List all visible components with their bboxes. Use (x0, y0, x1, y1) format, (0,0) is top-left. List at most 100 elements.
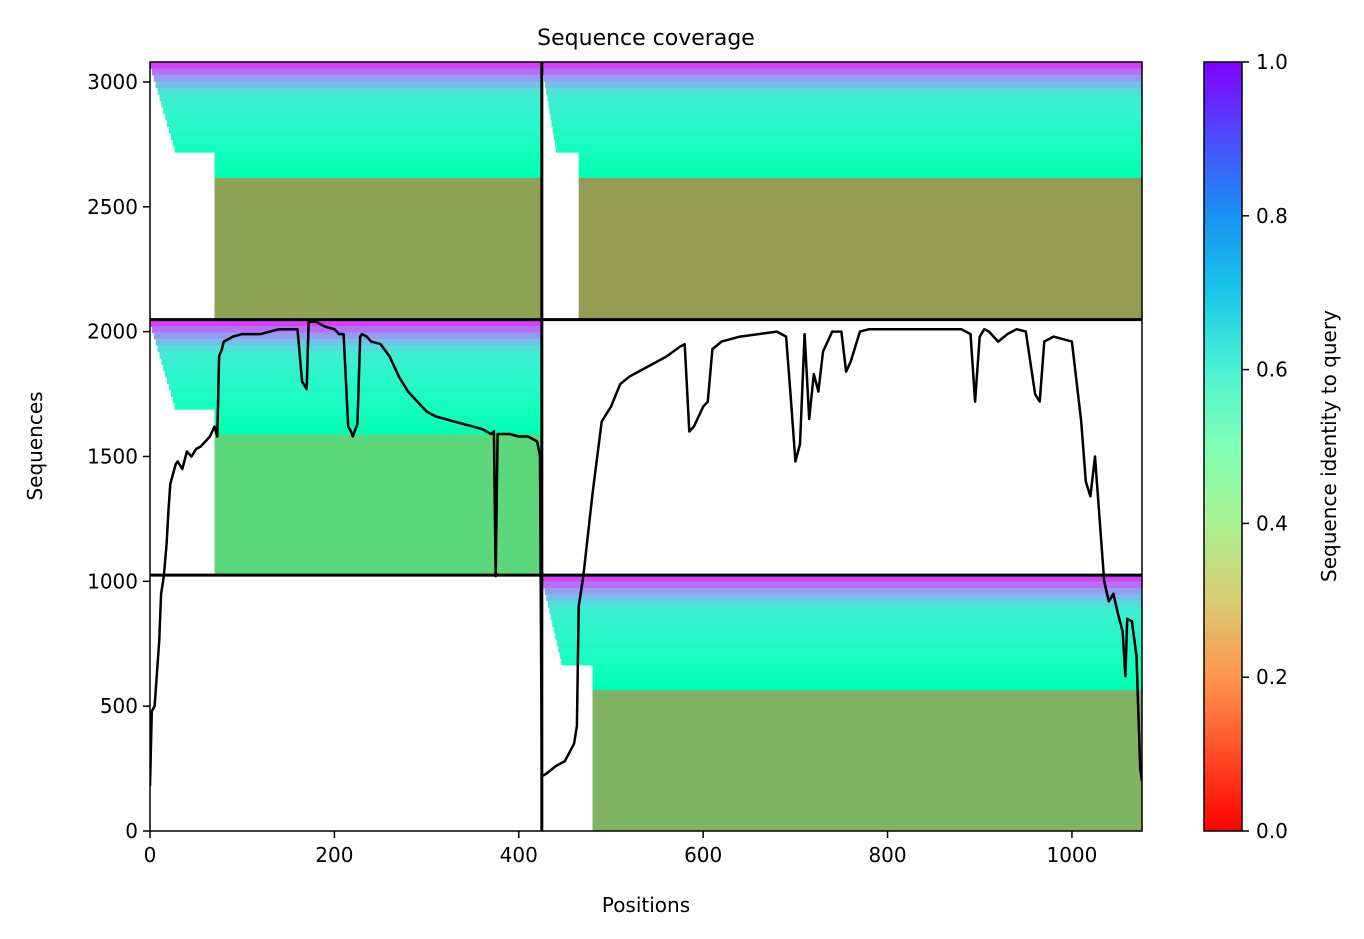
heatmap-band (592, 824, 1142, 831)
heatmap-band (561, 658, 1142, 666)
heatmap-band (578, 203, 1142, 211)
y-tick-label: 2500 (87, 195, 138, 219)
heatmap-band (592, 683, 1142, 691)
colorbar-tick-label: 1.0 (1256, 50, 1288, 74)
heatmap-band (155, 81, 542, 89)
y-axis-label: Sequences (23, 391, 47, 500)
heatmap-band (578, 313, 1142, 321)
heatmap-band (214, 511, 542, 519)
heatmap-band (214, 197, 542, 205)
y-tick-label: 1000 (87, 569, 138, 593)
heatmap-band (214, 453, 542, 461)
heatmap-band (554, 139, 1142, 147)
heatmap-band (161, 358, 542, 365)
heatmap-band (214, 460, 542, 468)
plot-frame (149, 61, 1143, 832)
colorbar-label: Sequence identity to query (1317, 310, 1341, 582)
heatmap-band (592, 715, 1142, 723)
heatmap-band (578, 210, 1142, 218)
heatmap-band (592, 786, 1142, 794)
heatmap-band (214, 492, 542, 500)
heatmap-band (165, 370, 542, 378)
y-axis-ticks: 0 500 1000 1500 2000 2500 3000 (87, 70, 150, 843)
heatmap-band (556, 639, 1142, 647)
heatmap-band (214, 524, 542, 531)
heatmap-band (172, 139, 542, 147)
heatmap-band (592, 722, 1142, 730)
heatmap-band (168, 383, 542, 391)
x-tick-label: 200 (315, 843, 353, 867)
heatmap-band (214, 268, 542, 276)
heatmap-band (214, 287, 542, 295)
x-tick-label: 400 (500, 843, 538, 867)
colorbar-tick-label: 0.4 (1256, 511, 1288, 535)
heatmap-band (547, 600, 1142, 608)
heatmap-band (578, 216, 1142, 224)
colorbar-tick-label: 0.2 (1256, 665, 1288, 689)
heatmap-band (214, 568, 542, 576)
heatmap-band (553, 626, 1142, 634)
heatmap-band (214, 281, 542, 288)
heatmap-band (214, 415, 542, 423)
heatmap-band (214, 409, 542, 417)
heatmap-band (214, 549, 542, 557)
heatmap-band (592, 728, 1142, 736)
heatmap-band (167, 377, 542, 385)
block-boundaries (150, 62, 1142, 831)
colorbar-tick-label: 0.6 (1256, 358, 1288, 382)
heatmap-band (552, 619, 1142, 627)
colorbar-tick-label: 0.8 (1256, 204, 1288, 228)
heatmap-band (214, 306, 542, 314)
heatmap-band (578, 229, 1142, 237)
y-tick-label: 1500 (87, 444, 138, 468)
heatmap-band (151, 326, 542, 334)
coverage-line-layer (150, 320, 1142, 787)
heatmap-band (214, 479, 542, 487)
coverage-line (150, 320, 1142, 787)
heatmap-band (214, 517, 542, 525)
colorbar (1203, 61, 1243, 832)
coverage-heatmap (150, 62, 1142, 831)
heatmap-band (578, 300, 1142, 308)
heatmap-band (161, 100, 542, 108)
heatmap-band (214, 152, 542, 160)
heatmap-band (547, 94, 1142, 102)
heatmap-band (549, 107, 1142, 115)
heatmap-band (214, 261, 542, 269)
heatmap-band (174, 145, 542, 153)
heatmap-band (214, 447, 542, 455)
heatmap-band (578, 274, 1142, 282)
heatmap-band (592, 779, 1142, 787)
x-axis-ticks: 0 200 400 600 800 1000 (144, 831, 1097, 867)
colorbar-ticks: 0.0 0.2 0.4 0.6 0.8 1.0 (1242, 50, 1288, 843)
heatmap-band (592, 709, 1142, 717)
heatmap-band (592, 703, 1142, 710)
x-tick-label: 0 (144, 843, 157, 867)
heatmap-band (592, 773, 1142, 781)
heatmap-band (214, 466, 542, 474)
heatmap-band (592, 677, 1142, 685)
heatmap-band (578, 223, 1142, 230)
heatmap-band (155, 338, 542, 346)
heatmap-band (592, 671, 1142, 679)
heatmap-band (214, 248, 542, 256)
heatmap-band (214, 184, 542, 192)
heatmap-band (214, 242, 542, 250)
heatmap-band (214, 274, 542, 282)
heatmap-band (551, 120, 1142, 127)
heatmap-band (578, 255, 1142, 263)
heatmap-band (214, 203, 542, 211)
heatmap-band (548, 100, 1142, 108)
heatmap-band (578, 177, 1142, 185)
heatmap-band (214, 421, 542, 429)
heatmap-band (159, 94, 542, 102)
heatmap-band (592, 735, 1142, 742)
heatmap-band (163, 364, 542, 372)
heatmap-band (578, 171, 1142, 179)
heatmap-band (214, 498, 542, 506)
y-tick-label: 3000 (87, 70, 138, 94)
chart-title: Sequence coverage (537, 26, 755, 51)
heatmap-band (150, 62, 542, 69)
heatmap-band (214, 543, 542, 551)
